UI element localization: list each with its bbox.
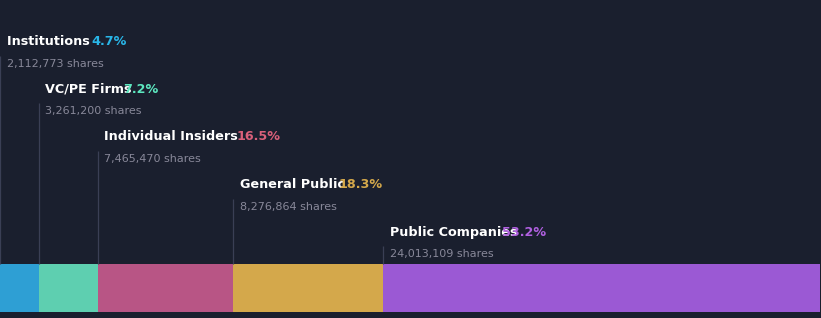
Text: 18.3%: 18.3% — [338, 178, 383, 191]
Text: General Public: General Public — [240, 178, 349, 191]
Text: 7.2%: 7.2% — [123, 83, 158, 95]
Bar — [98, 264, 233, 312]
Text: 3,261,200 shares: 3,261,200 shares — [45, 106, 142, 116]
Bar — [233, 264, 383, 312]
Bar — [39, 264, 98, 312]
Text: 4.7%: 4.7% — [91, 35, 126, 48]
Bar — [383, 264, 820, 312]
Bar — [0, 264, 39, 312]
Text: Individual Insiders: Individual Insiders — [104, 130, 242, 143]
Text: 2,112,773 shares: 2,112,773 shares — [7, 59, 103, 69]
Text: VC/PE Firms: VC/PE Firms — [45, 83, 136, 95]
Text: 7,465,470 shares: 7,465,470 shares — [104, 154, 201, 164]
Text: Public Companies: Public Companies — [390, 226, 522, 238]
Text: 24,013,109 shares: 24,013,109 shares — [390, 249, 493, 259]
Text: Institutions: Institutions — [7, 35, 94, 48]
Text: 16.5%: 16.5% — [236, 130, 280, 143]
Text: 53.2%: 53.2% — [502, 226, 546, 238]
Text: 8,276,864 shares: 8,276,864 shares — [240, 202, 337, 212]
